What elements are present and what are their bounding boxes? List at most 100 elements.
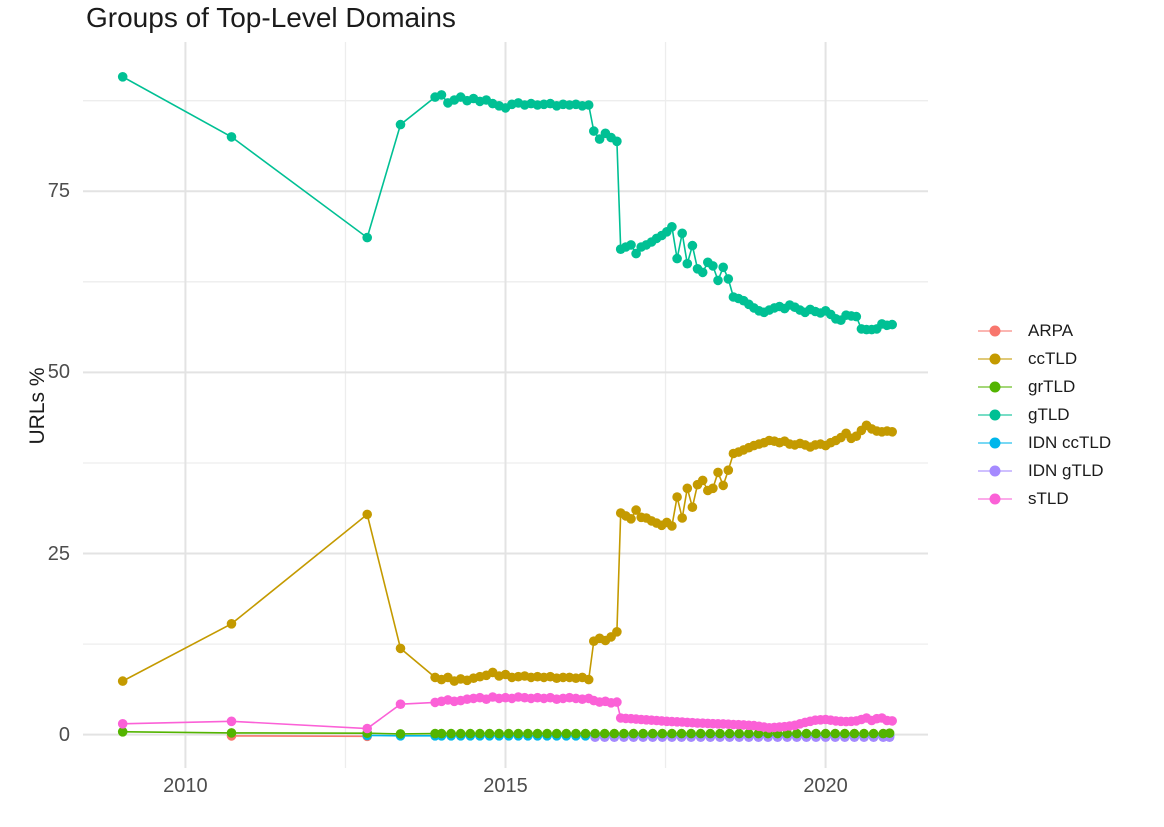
series-point-gTLD xyxy=(589,126,599,136)
series-point-gTLD xyxy=(631,248,641,259)
series-point-grTLD xyxy=(840,728,850,739)
series-point-grTLD xyxy=(884,728,895,738)
series-point-grTLD xyxy=(436,728,447,739)
series-point-grTLD xyxy=(792,728,802,739)
series-point-grTLD xyxy=(494,728,504,739)
series-point-grTLD xyxy=(484,728,495,739)
legend-label: grTLD xyxy=(1028,377,1076,396)
series-point-ccTLD xyxy=(682,483,693,494)
series-point-grTLD xyxy=(599,728,610,739)
series-point-grTLD xyxy=(744,728,754,739)
series-point-grTLD xyxy=(580,728,591,739)
series-point-grTLD xyxy=(705,728,716,739)
series-point-grTLD xyxy=(801,728,812,739)
series-point-grTLD xyxy=(226,728,237,738)
series-point-sTLD xyxy=(117,719,128,729)
series-point-grTLD xyxy=(820,728,831,739)
series-point-ccTLD xyxy=(117,676,128,686)
legend-key-icon xyxy=(978,465,1012,477)
series-point-grTLD xyxy=(830,728,840,739)
y-tick-label: 50 xyxy=(47,361,70,384)
series-point-ccTLD xyxy=(395,643,406,654)
series-point-ccTLD xyxy=(583,674,594,685)
legend: ARPA ccTLD grTLD gTLD IDN ccTLD IDN gTLD sTLD xyxy=(976,320,1111,516)
series-point-grTLD xyxy=(647,728,658,739)
series-point-gTLD xyxy=(672,253,682,264)
series-point-gTLD xyxy=(612,136,622,147)
series-point-ccTLD xyxy=(672,492,682,502)
series-point-ccTLD xyxy=(677,513,687,523)
legend-label: IDN ccTLD xyxy=(1028,433,1112,452)
series-point-grTLD xyxy=(638,728,648,739)
series-point-grTLD xyxy=(676,728,687,739)
series-point-grTLD xyxy=(455,728,466,739)
series-point-gTLD xyxy=(851,311,862,322)
series-point-grTLD xyxy=(551,728,562,739)
series-point-gTLD xyxy=(667,222,677,232)
legend-label: IDN gTLD xyxy=(1028,461,1104,480)
x-tick-label: 2020 xyxy=(803,775,848,797)
y-tick-label: 25 xyxy=(47,542,70,565)
legend-item: gTLD xyxy=(976,404,1111,426)
series-point-gTLD xyxy=(594,134,605,144)
series-point-ccTLD xyxy=(612,627,622,637)
legend-label: sTLD xyxy=(1028,489,1069,508)
series-point-grTLD xyxy=(628,728,639,739)
series-point-grTLD xyxy=(686,728,696,739)
series-point-ccTLD xyxy=(887,427,897,437)
series-point-grTLD xyxy=(724,728,735,739)
series-point-ccTLD xyxy=(687,502,698,512)
series-point-grTLD xyxy=(715,728,725,739)
series-point-gTLD xyxy=(362,232,373,243)
legend-item: sTLD xyxy=(976,488,1111,510)
legend-item: IDN gTLD xyxy=(976,460,1111,482)
series-point-grTLD xyxy=(395,729,406,739)
series-point-grTLD xyxy=(619,728,629,739)
series-point-gTLD xyxy=(708,261,718,271)
series-point-sTLD xyxy=(362,723,373,734)
x-tick-label: 2010 xyxy=(163,775,208,797)
y-tick-label: 0 xyxy=(58,723,70,746)
series-point-sTLD xyxy=(612,697,622,707)
series-point-gTLD xyxy=(723,274,734,284)
series-point-grTLD xyxy=(542,728,552,739)
series-point-ccTLD xyxy=(226,619,237,629)
series-point-gTLD xyxy=(687,240,698,251)
y-axis-title: URLs % xyxy=(26,367,49,445)
series-point-grTLD xyxy=(734,728,744,739)
series-point-ccTLD xyxy=(708,483,718,494)
chart-title: Groups of Top-Level Domains xyxy=(86,2,456,33)
legend-item: ARPA xyxy=(976,320,1111,342)
series-point-grTLD xyxy=(571,728,581,739)
y-tick-label: 75 xyxy=(47,180,70,203)
series-point-grTLD xyxy=(753,728,764,739)
series-point-gTLD xyxy=(713,275,723,286)
series-point-gTLD xyxy=(583,100,594,110)
series-point-sTLD xyxy=(395,699,406,709)
series-line-gTLD xyxy=(122,76,893,331)
legend-label: gTLD xyxy=(1028,405,1070,424)
series-point-grTLD xyxy=(695,728,706,739)
series-point-grTLD xyxy=(561,728,572,739)
legend-key-icon xyxy=(978,353,1012,365)
x-tick-label: 2015 xyxy=(483,775,528,797)
series-point-gTLD xyxy=(626,240,636,250)
series-point-ccTLD xyxy=(626,514,636,524)
series-point-grTLD xyxy=(117,727,128,737)
series-point-sTLD xyxy=(887,716,897,726)
series-point-sTLD xyxy=(226,716,237,727)
series-point-gTLD xyxy=(718,262,728,273)
legend-key-icon xyxy=(978,381,1012,393)
series-point-grTLD xyxy=(465,728,476,739)
series-point-grTLD xyxy=(513,728,524,739)
series-point-grTLD xyxy=(859,728,869,739)
series-point-grTLD xyxy=(657,728,668,739)
legend-key-icon xyxy=(978,493,1012,505)
legend-item: ccTLD xyxy=(976,348,1111,370)
legend-item: grTLD xyxy=(976,376,1111,398)
legend-key-icon xyxy=(978,409,1012,421)
series-point-grTLD xyxy=(811,728,821,739)
series-point-gTLD xyxy=(677,228,687,239)
